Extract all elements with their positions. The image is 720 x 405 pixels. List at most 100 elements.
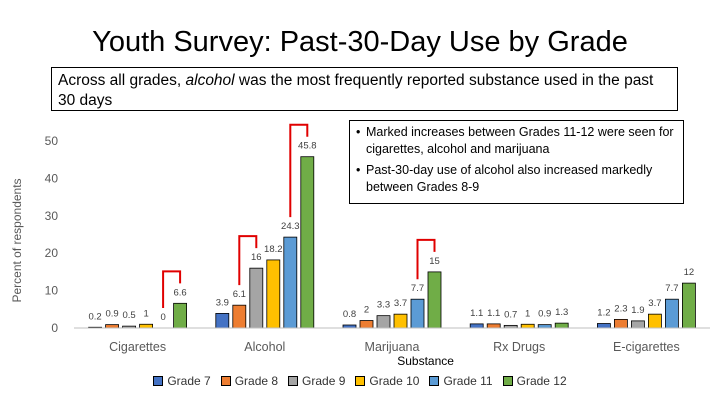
data-label: 16 xyxy=(251,252,262,263)
y-tick-label: 40 xyxy=(45,171,59,185)
bar xyxy=(173,302,188,329)
bar xyxy=(376,315,391,329)
category-label: Alcohol xyxy=(244,340,285,354)
legend-swatch xyxy=(220,376,231,386)
bar xyxy=(520,323,535,329)
note-text: Past-30-day use of alcohol also increase… xyxy=(366,163,653,194)
data-label: 6.1 xyxy=(233,289,246,300)
data-label: 3.7 xyxy=(648,298,661,309)
bar xyxy=(554,322,569,329)
legend-item: Grade 8 xyxy=(220,374,279,388)
bar xyxy=(393,313,408,329)
category-label: Marijuana xyxy=(365,340,420,354)
data-label: 1.2 xyxy=(597,308,610,319)
bar xyxy=(682,282,696,329)
bar xyxy=(410,298,425,329)
data-label: 0.5 xyxy=(122,310,135,321)
callout-emphasis: alcohol xyxy=(185,72,235,89)
chart-title: Youth Survey: Past-30-Day Use by Grade xyxy=(92,26,628,58)
legend-swatch xyxy=(288,376,299,386)
highlight-bracket xyxy=(416,238,436,280)
data-label: 3.9 xyxy=(216,297,229,308)
bar xyxy=(469,323,484,329)
legend-item: Grade 7 xyxy=(153,374,211,388)
legend-label: Grade 10 xyxy=(369,374,420,388)
legend-item: Grade 12 xyxy=(502,374,567,388)
data-label: 0.9 xyxy=(538,309,551,320)
data-label: 0.7 xyxy=(504,309,517,320)
bar xyxy=(631,320,645,329)
data-label: 0.9 xyxy=(105,309,118,320)
y-axis-label: Percent of respondents xyxy=(10,178,24,302)
bar xyxy=(486,323,501,329)
data-label: 24.3 xyxy=(281,221,300,232)
legend-swatch xyxy=(355,376,366,386)
bar xyxy=(232,304,247,329)
y-tick-label: 10 xyxy=(45,284,59,298)
chart-legend: Grade 7 Grade 8 Grade 9 Grade 10 Grade 11 Gra… xyxy=(0,374,720,388)
category-label: Cigarettes xyxy=(109,340,166,354)
note-text: Marked increases between Grades 11-12 we… xyxy=(366,125,674,156)
data-label: 3.3 xyxy=(377,300,390,311)
data-label: 1.3 xyxy=(555,307,568,318)
data-label: 15 xyxy=(429,256,440,267)
legend-item: Grade 10 xyxy=(355,374,419,388)
data-label: 7.7 xyxy=(411,283,424,294)
data-label: 2 xyxy=(364,305,369,316)
legend-label: Grade 8 xyxy=(234,374,279,388)
data-label: 0.2 xyxy=(88,311,101,322)
legend-item: Grade 11 xyxy=(429,374,493,388)
bar xyxy=(665,298,679,329)
y-tick-label: 30 xyxy=(45,209,59,223)
bar xyxy=(249,267,264,329)
data-label: 1 xyxy=(525,308,530,319)
note-item: • Past-30-day use of alcohol also increa… xyxy=(356,162,677,196)
legend-swatch xyxy=(429,376,440,386)
data-label: 2.3 xyxy=(614,303,627,314)
x-axis-label: Substance xyxy=(397,354,454,368)
legend-label: Grade 11 xyxy=(443,374,493,388)
data-label: 12 xyxy=(684,267,695,278)
data-label: 0.8 xyxy=(343,309,356,320)
bar xyxy=(105,324,119,329)
bar xyxy=(139,323,154,329)
data-label: 7.7 xyxy=(665,283,678,294)
bar xyxy=(266,259,281,329)
y-tick-label: 20 xyxy=(45,246,59,260)
notes-box: • Marked increases between Grades 11-12 … xyxy=(349,120,684,204)
y-tick-label: 50 xyxy=(45,134,59,148)
data-label: 1 xyxy=(143,308,148,319)
category-label: Rx Drugs xyxy=(493,340,545,354)
bar xyxy=(300,156,315,329)
bullet-icon: • xyxy=(356,163,361,177)
data-label: 3.7 xyxy=(394,298,407,309)
data-label: 45.8 xyxy=(298,141,317,152)
data-label: 1.1 xyxy=(470,308,483,319)
callout-text-after: was the most frequently reported substan… xyxy=(58,72,654,109)
legend-label: Grade 12 xyxy=(516,374,567,388)
legend-swatch xyxy=(502,376,513,386)
bar xyxy=(537,324,552,329)
callout-text-before: Across all grades, xyxy=(58,72,186,89)
bar xyxy=(283,236,298,329)
bar xyxy=(597,323,611,329)
bar xyxy=(648,313,662,329)
legend-swatch xyxy=(153,376,164,386)
data-label: 0 xyxy=(160,312,165,323)
bullet-icon: • xyxy=(356,125,361,139)
y-tick-label: 0 xyxy=(51,321,58,335)
data-label: 1.9 xyxy=(631,305,644,316)
category-label: E-cigarettes xyxy=(613,340,680,354)
highlight-bracket xyxy=(289,123,309,218)
highlight-bracket xyxy=(238,235,258,286)
legend-item: Grade 9 xyxy=(288,374,345,388)
data-label: 1.1 xyxy=(487,308,500,319)
highlight-bracket xyxy=(162,270,182,308)
summary-callout: Across all grades, alcohol was the most … xyxy=(51,67,678,111)
bar xyxy=(427,271,442,329)
bar xyxy=(215,313,230,329)
legend-label: Grade 7 xyxy=(167,374,211,388)
bar xyxy=(359,320,374,329)
legend-label: Grade 9 xyxy=(302,374,346,388)
